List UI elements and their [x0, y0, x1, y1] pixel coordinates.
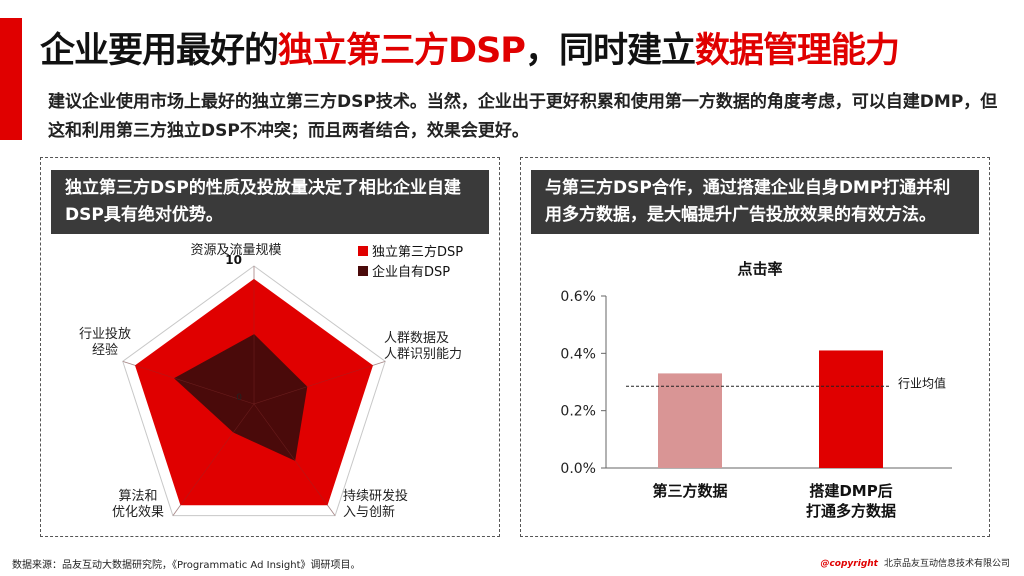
radar-axis-label: 行业投放: [79, 326, 131, 342]
radar-axis-label: 经验: [92, 342, 118, 358]
bar-1: [658, 373, 722, 468]
radar-tick-label-max: 10: [225, 253, 242, 267]
y-tick-label: 0.4%: [560, 346, 596, 362]
page-subtitle: 建议企业使用市场上最好的独立第三方DSP技术。当然，企业出于更好积累和使用第一方…: [48, 92, 998, 141]
legend-label-2: 企业自有DSP: [372, 264, 450, 280]
radar-spoke-overlay: [253, 361, 386, 405]
radar-axis-label: 人群识别能力: [384, 347, 462, 362]
radar-grid-ring: [122, 265, 386, 517]
y-tick-label: 0.0%: [560, 461, 596, 477]
radar-axis-label: 人群数据及: [384, 331, 449, 346]
radar-series-2: [173, 334, 308, 461]
x-tick-label: 打通多方数据: [806, 502, 896, 520]
radar-spoke-overlay: [122, 361, 255, 405]
title-part-3: ，同时建立: [524, 31, 696, 71]
company-name: 北京品友互动信息技术有限公司: [883, 559, 1010, 569]
y-tick-label: 0.2%: [560, 404, 596, 420]
reference-line-label: 行业均值: [898, 375, 946, 390]
radar-axis-label: 持续研发投: [343, 488, 408, 504]
title-highlight-dsp: 独立第三方DSP: [278, 31, 526, 71]
legend-label-1: 独立第三方DSP: [372, 244, 463, 260]
footer-copyright: @copyright 北京品友互动信息技术有限公司: [820, 556, 1010, 569]
x-tick-label: 搭建DMP后: [809, 482, 892, 500]
y-tick-label: 0.6%: [560, 289, 596, 305]
radar-spoke-overlay: [253, 403, 336, 516]
legend-swatch-2: [358, 266, 368, 276]
legend-swatch-1: [358, 246, 368, 256]
radar-axis-label: 入与创新: [343, 504, 395, 520]
bar-2: [819, 350, 883, 468]
title-highlight-data: 数据管理能力: [694, 31, 900, 71]
brand-logo: @copyright: [820, 559, 878, 569]
radar-axis-label: 算法和: [118, 489, 157, 504]
radar-axis-label: 优化效果: [112, 505, 164, 520]
title-accent-bar: [0, 18, 22, 140]
radar-axis-label: 资源及流量规模: [190, 243, 281, 258]
x-tick-label: 第三方数据: [652, 482, 727, 500]
page-title: 企业要用最好的独立第三方DSP，同时建立数据管理能力: [40, 22, 900, 73]
right-panel-header: 与第三方DSP合作，通过搭建企业自身DMP打通并利用多方数据，是大幅提升广告投放…: [531, 170, 979, 234]
radar-tick-label-min: 0: [236, 393, 242, 403]
footer-source: 数据来源：品友互动大数据研究院，《Programmatic Ad Insight…: [12, 560, 361, 571]
bar-chart-title: 点击率: [737, 260, 782, 278]
right-panel: 与第三方DSP合作，通过搭建企业自身DMP打通并利用多方数据，是大幅提升广告投放…: [520, 157, 990, 537]
radar-spoke-overlay: [172, 403, 255, 516]
title-part-1: 企业要用最好的: [40, 31, 279, 71]
left-panel-header: 独立第三方DSP的性质及投放量决定了相比企业自建DSP具有绝对优势。: [51, 170, 489, 234]
